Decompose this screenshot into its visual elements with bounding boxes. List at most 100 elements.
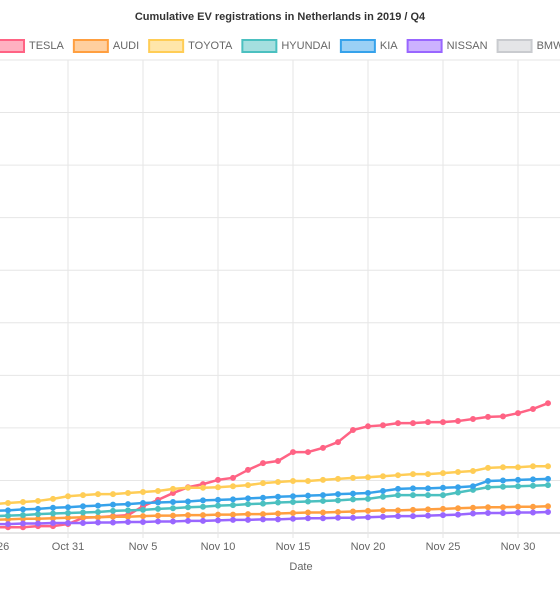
series-line — [0, 465, 548, 505]
data-point — [200, 503, 206, 510]
data-point — [65, 510, 71, 517]
data-point — [140, 513, 146, 520]
data-point — [500, 483, 506, 490]
legend-label: TESLA — [29, 40, 65, 52]
data-point — [425, 492, 431, 499]
data-point — [470, 504, 476, 511]
data-point — [80, 492, 86, 499]
legend-label: BMW — [537, 40, 560, 52]
data-point — [50, 495, 56, 502]
data-point — [365, 423, 371, 430]
data-point — [485, 510, 491, 517]
data-point — [170, 505, 176, 512]
data-point — [35, 511, 41, 518]
x-tick-label: Nov 20 — [351, 541, 386, 553]
legend-swatch — [148, 39, 185, 53]
data-point — [350, 426, 356, 433]
data-point — [380, 507, 386, 514]
data-point — [215, 476, 221, 483]
data-point — [185, 484, 191, 491]
data-point — [365, 514, 371, 521]
data-point — [455, 489, 461, 496]
data-point — [470, 415, 476, 422]
legend-swatch — [72, 39, 109, 53]
data-point — [425, 471, 431, 478]
data-point — [245, 482, 251, 489]
data-point — [185, 517, 191, 524]
data-point — [500, 464, 506, 471]
data-point — [5, 500, 11, 507]
data-point — [395, 485, 401, 492]
data-point — [170, 498, 176, 505]
data-point — [20, 512, 26, 519]
data-point — [230, 516, 236, 523]
x-tick-label: Nov 25 — [426, 541, 461, 553]
data-point — [125, 513, 131, 520]
data-point — [425, 506, 431, 513]
data-point — [515, 483, 521, 490]
legend-label: HYUNDAI — [281, 40, 331, 52]
x-tick-label: Nov 30 — [501, 541, 536, 553]
data-point — [545, 475, 551, 482]
data-point — [320, 497, 326, 504]
data-point — [185, 512, 191, 519]
data-point — [305, 498, 311, 505]
data-point — [5, 521, 11, 528]
data-point — [245, 516, 251, 523]
data-point — [530, 509, 536, 516]
data-point — [200, 484, 206, 491]
data-point — [110, 501, 116, 508]
data-point — [155, 505, 161, 512]
data-point — [365, 474, 371, 481]
data-point — [35, 520, 41, 527]
data-point — [515, 410, 521, 417]
data-point — [5, 507, 11, 514]
data-point — [410, 420, 416, 427]
data-point — [395, 420, 401, 427]
data-point — [350, 514, 356, 521]
data-point — [35, 497, 41, 504]
data-point — [500, 413, 506, 420]
data-point — [80, 503, 86, 510]
legend: TESLA AUDI TOYOTA HYUNDAI KIA NISSAN BMW — [0, 39, 560, 53]
data-point — [470, 483, 476, 490]
data-point — [80, 509, 86, 516]
data-point — [155, 499, 161, 506]
data-point — [50, 520, 56, 527]
data-point — [260, 480, 266, 487]
data-point — [305, 509, 311, 516]
data-point — [485, 477, 491, 484]
data-point — [260, 460, 266, 467]
data-point — [350, 490, 356, 497]
data-point — [230, 474, 236, 481]
data-point — [440, 470, 446, 477]
data-point — [320, 444, 326, 451]
data-point — [140, 506, 146, 513]
x-tick-label: Nov 5 — [129, 541, 158, 553]
data-point — [305, 515, 311, 522]
data-point — [215, 484, 221, 491]
data-point — [515, 476, 521, 483]
data-point — [245, 495, 251, 502]
data-point — [200, 512, 206, 519]
legend-label: TOYOTA — [188, 40, 233, 52]
data-point — [65, 504, 71, 511]
data-point — [440, 492, 446, 499]
data-point — [395, 513, 401, 520]
data-point — [155, 518, 161, 525]
data-point — [290, 515, 296, 522]
data-point — [125, 490, 131, 497]
data-point — [425, 512, 431, 519]
data-point — [260, 511, 266, 518]
data-point — [170, 512, 176, 519]
data-point — [320, 509, 326, 516]
data-point — [530, 476, 536, 483]
data-point — [275, 479, 281, 486]
data-point — [65, 520, 71, 527]
data-point — [110, 491, 116, 498]
data-point — [455, 484, 461, 491]
data-point — [320, 492, 326, 499]
legend-swatch — [0, 39, 25, 53]
